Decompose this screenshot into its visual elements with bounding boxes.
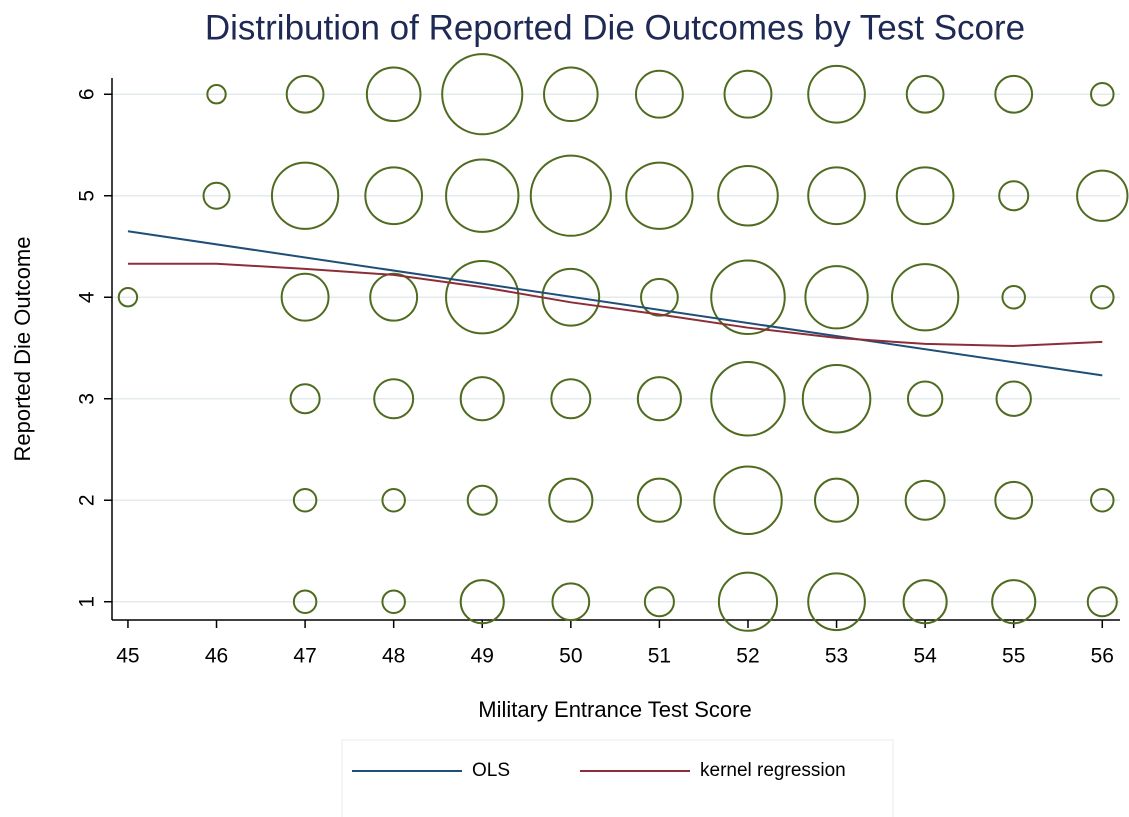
bubble (1001, 284, 1026, 310)
bubble (994, 74, 1034, 114)
bubble (289, 383, 321, 415)
bubble (636, 376, 682, 422)
bubble (998, 180, 1030, 212)
bubble (466, 484, 498, 516)
bubble (445, 260, 520, 335)
y-tick-label: 2 (76, 494, 99, 506)
bubble (445, 158, 520, 233)
bubble (807, 572, 866, 632)
bubble (625, 161, 694, 230)
bubble (206, 84, 227, 105)
line (127, 262, 1103, 347)
bubble (1076, 169, 1129, 222)
x-tick-label: 56 (1091, 645, 1114, 668)
x-tick-label: 52 (736, 645, 759, 668)
x-tick-label: 48 (382, 645, 405, 668)
bubble (543, 66, 599, 123)
bubble (905, 74, 945, 114)
bubble (280, 272, 330, 322)
bubble (117, 287, 139, 308)
bubble (904, 479, 946, 521)
legend-label: OLS (472, 760, 510, 781)
bubble (441, 53, 524, 136)
bubble (890, 263, 960, 332)
bubble (285, 74, 325, 114)
bubble (1090, 81, 1115, 107)
bubble (373, 378, 415, 420)
bubble (906, 380, 944, 417)
bubble (807, 166, 866, 226)
bubble (995, 380, 1032, 417)
x-tick-label: 55 (1002, 645, 1025, 668)
x-tick-label: 45 (116, 645, 139, 668)
bubble (710, 259, 786, 336)
y-tick-label: 4 (76, 291, 99, 303)
bubble (381, 487, 406, 513)
y-axis-label: Reported Die Outcome (10, 237, 35, 462)
bubble (804, 265, 869, 330)
bubble (459, 579, 505, 625)
bubble (895, 166, 955, 226)
chart-title: Distribution of Reported Die Outcomes by… (205, 8, 1025, 47)
bubble (713, 465, 783, 536)
bubble (1090, 284, 1115, 310)
bubble (459, 376, 505, 422)
bubble (270, 161, 340, 230)
bubble (369, 272, 419, 322)
x-tick-label: 51 (648, 645, 671, 668)
bubble (801, 363, 872, 434)
x-tick-label: 50 (559, 645, 582, 668)
bubble (640, 277, 679, 317)
bubble (813, 477, 860, 523)
bubble (1090, 487, 1115, 513)
bubble (991, 579, 1037, 625)
bubble (292, 487, 318, 513)
x-tick-label: 46 (205, 645, 228, 668)
bubble (548, 477, 594, 523)
bubble (529, 154, 612, 237)
bubble (717, 571, 779, 632)
bubble (634, 69, 684, 119)
legend-label: kernel regression (700, 760, 846, 781)
bubble (1086, 586, 1118, 618)
bubble (550, 378, 592, 420)
bubble (643, 586, 675, 618)
bubble (364, 166, 424, 226)
bubble (202, 181, 231, 210)
bubble (807, 64, 866, 124)
bubble (292, 589, 318, 614)
x-tick-label: 49 (471, 645, 494, 668)
y-tick-label: 6 (76, 88, 99, 100)
bubble (365, 66, 422, 123)
bubble (710, 360, 786, 437)
bubble (381, 589, 406, 614)
bubble (902, 579, 948, 625)
x-tick-label: 53 (825, 645, 848, 668)
y-tick-label: 3 (76, 393, 99, 405)
bubble (551, 582, 591, 622)
x-tick-label: 54 (913, 645, 937, 668)
bubble (994, 480, 1034, 520)
bubble (717, 164, 779, 227)
bubble (723, 69, 773, 119)
x-axis-label: Military Entrance Test Score (478, 697, 751, 722)
bubble (636, 477, 682, 523)
legend-box (341, 739, 894, 817)
y-tick-label: 5 (76, 190, 99, 202)
x-tick-label: 47 (293, 645, 316, 668)
line (127, 230, 1103, 377)
y-tick-label: 1 (76, 596, 99, 608)
